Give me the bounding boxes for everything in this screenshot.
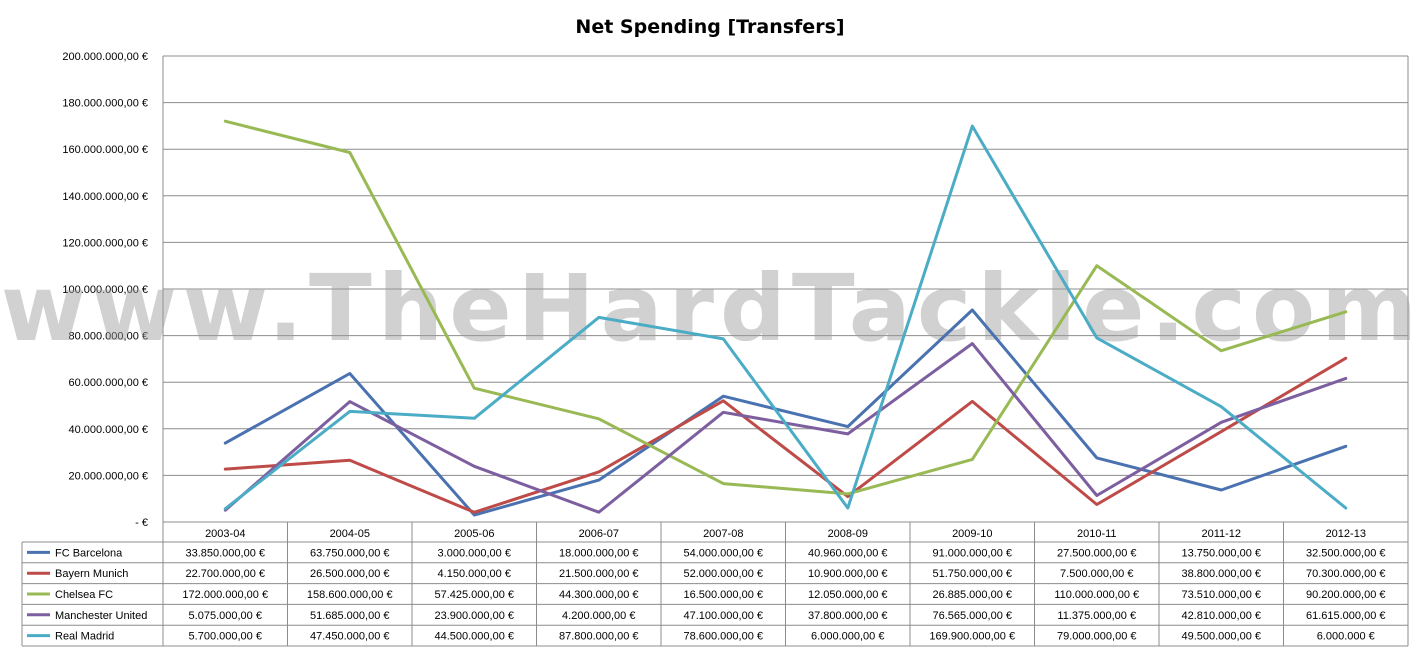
series-manchester-united (223, 342, 1348, 514)
series-fc-barcelona (223, 308, 1348, 517)
legend-label: Bayern Munich (55, 568, 128, 580)
x-tick-label: 2012-13 (1326, 528, 1366, 540)
data-table-cell: 26.500.000,00 € (310, 568, 390, 580)
data-table-cell: 10.900.000,00 € (808, 568, 888, 580)
x-tick-label: 2004-05 (330, 528, 370, 540)
data-table-cell: 91.000.000,00 € (932, 547, 1012, 559)
series-line (223, 308, 1348, 517)
data-table-cell: 22.700.000,00 € (185, 568, 265, 580)
data-table-cell: 172.000.000,00 € (182, 589, 268, 601)
y-tick-label: 100.000.000,00 € (62, 284, 148, 296)
data-table-cell: 47.450.000,00 € (310, 631, 390, 643)
data-table-cell: 87.800.000,00 € (559, 631, 639, 643)
x-tick-label: 2011-12 (1201, 528, 1241, 540)
series-line (223, 342, 1348, 514)
x-tick-label: 2005-06 (454, 528, 494, 540)
data-table-cell: 38.800.000,00 € (1181, 568, 1261, 580)
data-table-cell: 13.750.000,00 € (1181, 547, 1261, 559)
data-table-cell: 37.800.000,00 € (808, 610, 888, 622)
data-table-cell: 12.050.000,00 € (808, 589, 888, 601)
data-table-cell: 169.900.000,00 € (929, 631, 1015, 643)
series-line (223, 124, 1348, 511)
series-real-madrid (223, 124, 1348, 511)
data-table-cell: 78.600.000,00 € (683, 631, 763, 643)
data-table-cell: 44.500.000,00 € (434, 631, 514, 643)
series-bayern-munich (223, 356, 1348, 514)
data-table-cell: 79.000.000,00 € (1057, 631, 1137, 643)
series-lines (223, 119, 1348, 517)
data-table-cell: 6.000.000 € (1317, 631, 1375, 643)
data-table-cell: 4.150.000,00 € (438, 568, 511, 580)
x-tick-label: 2003-04 (205, 528, 245, 540)
data-table-cell: 70.300.000,00 € (1306, 568, 1386, 580)
series-line (223, 119, 1348, 496)
data-table-cell: 7.500.000,00 € (1060, 568, 1133, 580)
data-table-cell: 40.960.000,00 € (808, 547, 888, 559)
data-table: 2003-04 2004-05 2005-06 2006-07 2007-08 2008-… (21, 521, 1409, 647)
data-table-cell: 57.425.000,00 € (434, 589, 514, 601)
data-table-cell: 63.750.000,00 € (310, 547, 390, 559)
chart-title: Net Spending [Transfers] (575, 16, 844, 38)
data-table-cell: 42.810.000,00 € (1181, 610, 1261, 622)
data-table-cell: 11.375.000,00 € (1057, 610, 1136, 622)
x-tick-label: 2010-11 (1077, 528, 1117, 540)
y-tick-label: 160.000.000,00 € (62, 144, 148, 156)
data-table-cell: 158.600.000,00 € (307, 589, 393, 601)
series-line (223, 356, 1348, 514)
x-tick-label: 2007-08 (703, 528, 743, 540)
data-table-cell: 51.685.000,00 € (310, 610, 390, 622)
data-table-cell: 47.100.000,00 € (683, 610, 763, 622)
y-tick-label: 200.000.000,00 € (62, 51, 148, 63)
data-table-cell: 23.900.000,00 € (434, 610, 514, 622)
data-table-cell: 3.000.000,00 € (438, 547, 511, 559)
data-table-cell: 44.300.000,00 € (559, 589, 639, 601)
data-table-cell: 26.885.000,00 € (932, 589, 1012, 601)
y-axis-tick-labels: 200.000.000,00 € 180.000.000,00 € 160.000.… (62, 51, 148, 529)
x-tick-label: 2009-10 (952, 528, 992, 540)
legend-label: Real Madrid (55, 631, 114, 643)
data-table-cell: 5.075.000,00 € (189, 610, 262, 622)
y-tick-label: 60.000.000,00 € (68, 377, 148, 389)
y-tick-label: 140.000.000,00 € (62, 191, 148, 203)
watermark-text: www.TheHardTackle.com (1, 255, 1423, 362)
data-table-cell: 27.500.000,00 € (1057, 547, 1137, 559)
legend-label: FC Barcelona (55, 547, 123, 559)
y-tick-label: 20.000.000,00 € (68, 470, 148, 482)
data-table-cell: 61.615.000,00 € (1306, 610, 1386, 622)
data-table-cell: 54.000.000,00 € (683, 547, 763, 559)
data-table-cell: 33.850.000,00 € (185, 547, 265, 559)
data-table-cell: 5.700.000,00 € (189, 631, 262, 643)
data-table-cell: 110.000.000,00 € (1054, 589, 1139, 601)
y-tick-label: - € (135, 517, 148, 529)
legend-label: Manchester United (55, 610, 147, 622)
data-table-cell: 18.000.000,00 € (559, 547, 639, 559)
data-table-cell: 6.000.000,00 € (811, 631, 884, 643)
data-table-cell: 52.000.000,00 € (683, 568, 763, 580)
legend-label: Chelsea FC (55, 589, 113, 601)
y-tick-label: 120.000.000,00 € (62, 237, 148, 249)
y-tick-label: 180.000.000,00 € (62, 98, 148, 110)
data-table-cell: 73.510.000,00 € (1181, 589, 1261, 601)
x-tick-label: 2008-09 (828, 528, 868, 540)
data-table-cell: 21.500.000,00 € (559, 568, 639, 580)
data-table-cell: 16.500.000,00 € (683, 589, 763, 601)
data-table-cell: 51.750.000,00 € (932, 568, 1012, 580)
y-tick-label: 40.000.000,00 € (68, 424, 148, 436)
data-table-cell: 90.200.000,00 € (1306, 589, 1386, 601)
data-table-cell: 49.500.000,00 € (1181, 631, 1261, 643)
x-tick-label: 2006-07 (579, 528, 619, 540)
data-table-cell: 4.200.000,00 € (562, 610, 635, 622)
data-table-cell: 32.500.000,00 € (1306, 547, 1386, 559)
y-tick-label: 80.000.000,00 € (68, 331, 148, 343)
series-chelsea-fc (223, 119, 1348, 496)
data-table-cell: 76.565.000,00 € (932, 610, 1012, 622)
